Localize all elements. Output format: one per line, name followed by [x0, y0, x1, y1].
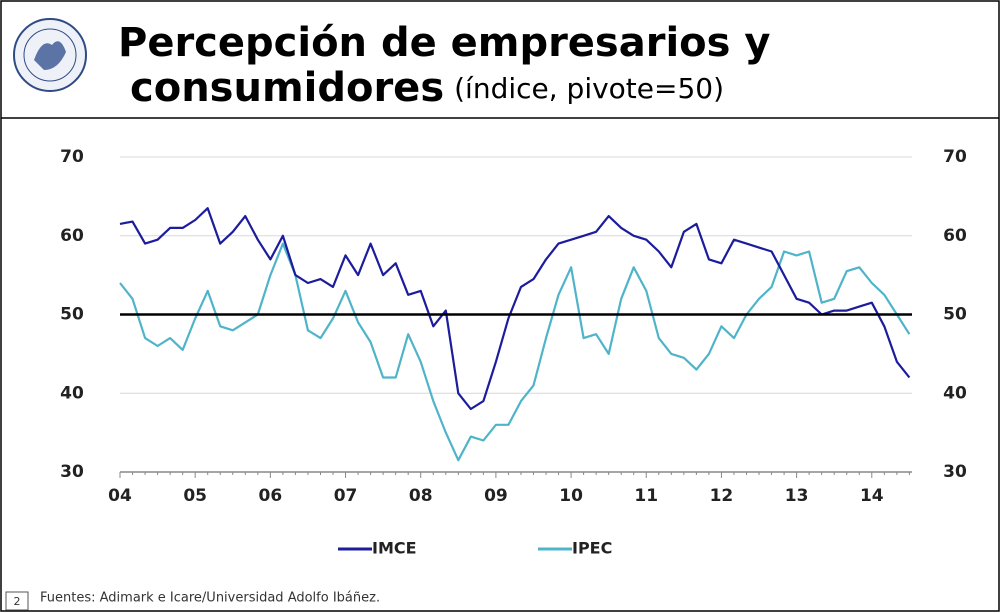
x-tick-label: 04: [108, 486, 132, 506]
y2-tick-label: 70: [943, 147, 967, 167]
legend-label: IPEC: [572, 539, 612, 558]
x-tick-label: 08: [409, 486, 433, 506]
x-tick-label: 14: [860, 486, 884, 506]
y-tick-label: 40: [60, 383, 84, 403]
y-tick-label: 30: [60, 462, 84, 482]
x-tick-label: 13: [785, 486, 809, 506]
page-number-box: [5, 591, 29, 611]
x-tick-label: 11: [634, 486, 658, 506]
title-line: consumidores: [130, 65, 444, 111]
x-tick-label: 05: [183, 486, 207, 506]
y-tick-label: 70: [60, 147, 84, 167]
y-tick-label: 50: [60, 305, 84, 325]
y2-tick-label: 30: [943, 462, 967, 482]
x-tick-label: 07: [334, 486, 358, 506]
y2-tick-label: 60: [943, 226, 967, 246]
page-number: 2: [14, 595, 21, 608]
series-line: [119, 242, 911, 462]
logo: [13, 18, 87, 92]
x-tick-label: 09: [484, 486, 508, 506]
x-tick-label: 12: [710, 486, 734, 506]
x-tick-label: 10: [559, 486, 583, 506]
source-note: Fuentes: Adimark e Icare/Universidad Ado…: [40, 591, 380, 606]
y2-tick-label: 50: [943, 305, 967, 325]
y-tick-label: 60: [60, 226, 84, 246]
title-line: Percepción de empresarios y: [118, 20, 770, 66]
series-line: [119, 207, 911, 411]
y2-tick-label: 40: [943, 383, 967, 403]
title-line-2: consumidores (índice, pivote=50): [130, 65, 724, 111]
x-tick-label: 06: [259, 486, 283, 506]
subtitle: (índice, pivote=50): [454, 72, 724, 105]
legend-label: IMCE: [372, 539, 417, 558]
